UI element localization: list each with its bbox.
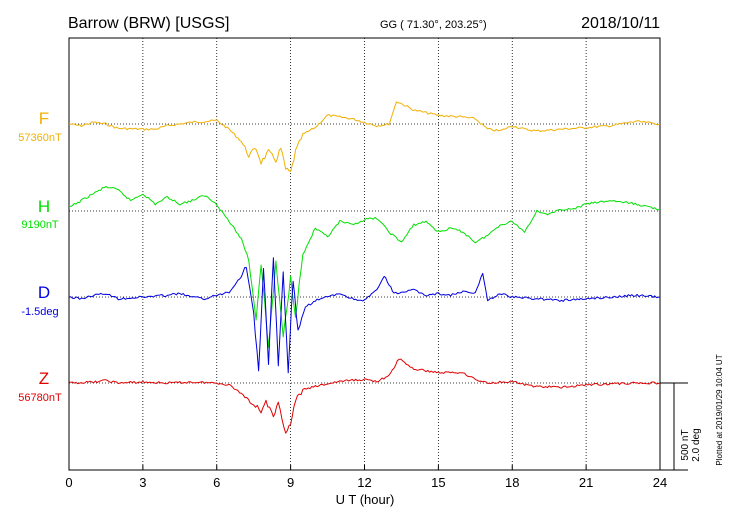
baseline-f: 57360nT (18, 132, 62, 144)
series-line-h (69, 186, 661, 348)
grid-lines (69, 38, 660, 470)
plotted-at-note: Plotted at 2019/01/29 10:04 UT (715, 354, 724, 465)
x-axis-ticks: 0 3 6 9 12 15 18 21 24 (65, 465, 667, 490)
coords-label: GG ( 71.30°, 203.25°) (380, 19, 487, 31)
x-tick-label-21: 21 (579, 475, 593, 490)
series-lines (68, 101, 661, 434)
series-line-z (68, 358, 661, 434)
series-line-d (68, 257, 661, 374)
baseline-h: 9190nT (21, 219, 59, 231)
x-tick-label-6: 6 (213, 475, 220, 490)
scale-deg-label: 2.0 deg (691, 428, 702, 461)
baseline-z: 56780nT (18, 392, 62, 404)
scale-nt-label: 500 nT (680, 429, 691, 460)
x-axis-label: U T (hour) (336, 492, 395, 507)
x-tick-label-0: 0 (65, 475, 72, 490)
x-tick-label-9: 9 (287, 475, 294, 490)
label-f: F (39, 109, 49, 128)
baseline-d: -1.5deg (21, 306, 58, 318)
x-tick-label-18: 18 (505, 475, 519, 490)
label-d: D (38, 283, 50, 302)
scale-bar: 500 nT 2.0 deg (660, 382, 702, 471)
x-tick-label-12: 12 (357, 475, 371, 490)
x-tick-label-3: 3 (139, 475, 146, 490)
x-tick-label-15: 15 (431, 475, 445, 490)
series-line-f (68, 101, 661, 172)
label-h: H (38, 197, 50, 216)
label-z: Z (39, 369, 49, 388)
x-tick-label-24: 24 (653, 475, 667, 490)
date-label: 2018/10/11 (581, 15, 660, 32)
station-title: Barrow (BRW) [USGS] (68, 15, 230, 32)
